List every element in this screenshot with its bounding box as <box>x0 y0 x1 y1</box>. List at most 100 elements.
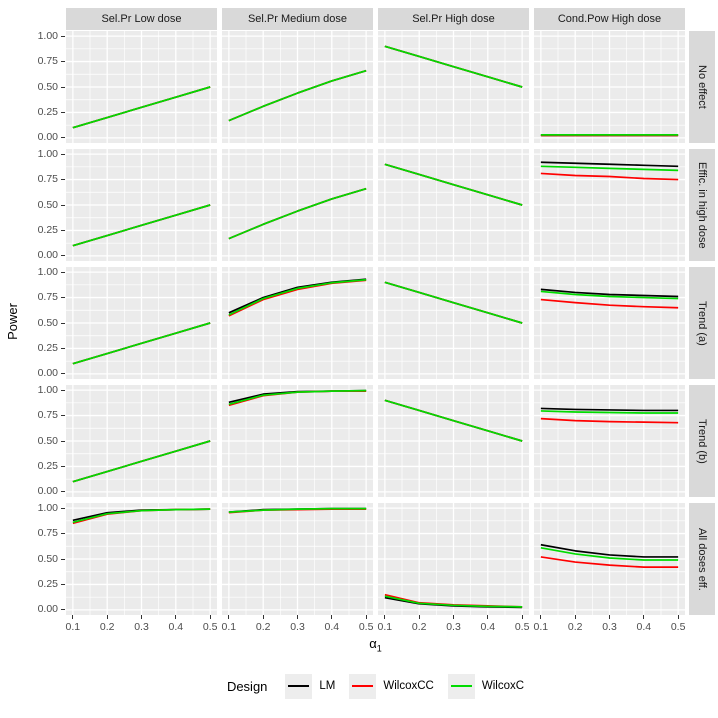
series-line-WilcoxC <box>72 440 211 483</box>
x-tick-mark <box>228 615 230 619</box>
y-tick-label: 0.75 <box>37 291 58 304</box>
x-tick-mark <box>540 615 542 619</box>
facet-panel-r2c2 <box>222 149 373 261</box>
x-tick-label: 0.4 <box>324 621 340 633</box>
series-line-WilcoxCC <box>540 417 679 424</box>
y-tick-mark <box>61 491 65 493</box>
x-tick-label: 0.3 <box>134 621 149 633</box>
x-tick-mark <box>384 615 386 619</box>
series-line-WilcoxC <box>72 508 211 524</box>
facet-panel-r5c4 <box>534 503 685 615</box>
x-tick-label: 0.1 <box>221 621 237 633</box>
y-tick-label: 0.25 <box>37 459 58 472</box>
y-tick-mark <box>61 609 65 611</box>
facet-panel-r4c2 <box>222 385 373 497</box>
legend-entry-WilcoxCC: WilcoxCC <box>349 673 434 699</box>
y-tick-label: 0.00 <box>37 485 58 498</box>
y-tick-mark <box>61 297 65 299</box>
x-tick-label: 0.5 <box>514 621 530 633</box>
legend: Design LM WilcoxCC WilcoxC <box>66 666 685 706</box>
y-tick-label: 1.00 <box>37 265 58 278</box>
series-line-LM <box>540 407 679 412</box>
facet-panel-r4c4 <box>534 385 685 497</box>
legend-key-swatch <box>349 673 377 699</box>
y-tick-label: 1.00 <box>37 501 58 514</box>
x-tick-mark <box>677 615 679 619</box>
facet-row-strip-label: No effect <box>696 65 708 109</box>
x-tick-mark <box>521 615 523 619</box>
series-line-WilcoxC <box>228 278 367 316</box>
facet-panel-r5c3 <box>378 503 529 615</box>
x-tick-label: 0.1 <box>533 621 549 633</box>
facet-column-strip: Sel.Pr High dose <box>378 8 529 30</box>
facet-panel-r5c2 <box>222 503 373 615</box>
y-tick-mark <box>61 255 65 257</box>
x-tick-mark <box>72 615 74 619</box>
y-tick-label: 1.00 <box>37 147 58 160</box>
facet-row-strip: No effect <box>689 31 715 143</box>
series-line-WilcoxC <box>384 399 523 442</box>
x-tick-label: 0.1 <box>65 621 81 633</box>
facet-column-strip: Sel.Pr Medium dose <box>222 8 373 30</box>
x-tick-mark <box>209 615 211 619</box>
legend-entry-label: WilcoxCC <box>383 680 434 692</box>
y-tick-mark <box>61 389 65 391</box>
facet-row-strip: Effic. in high dose <box>689 149 715 261</box>
x-tick-mark <box>643 615 645 619</box>
y-tick-label: 0.75 <box>37 55 58 68</box>
y-tick-label: 0.00 <box>37 249 58 262</box>
y-tick-label: 1.00 <box>37 383 58 396</box>
series-line-WilcoxC <box>384 281 523 324</box>
legend-entry-label: WilcoxC <box>481 680 525 692</box>
series-line-WilcoxC <box>384 45 523 88</box>
legend-key-swatch <box>447 673 475 699</box>
y-tick-mark <box>61 86 65 88</box>
x-tick-label: 0.4 <box>168 621 184 633</box>
y-tick-mark <box>61 111 65 113</box>
x-tick-label: 0.4 <box>480 621 496 633</box>
series-line-WilcoxC <box>228 187 367 240</box>
x-tick-label: 0.5 <box>670 621 686 633</box>
series-line-WilcoxC <box>228 389 367 406</box>
x-tick-label: 0.3 <box>602 621 617 633</box>
y-tick-label: 0.25 <box>37 105 58 118</box>
facet-panel-r5c1 <box>66 503 217 615</box>
x-tick-label: 0.2 <box>567 621 583 633</box>
y-tick-mark <box>61 347 65 349</box>
y-tick-mark <box>61 558 65 560</box>
y-tick-label: 0.75 <box>37 527 58 540</box>
y-tick-mark <box>61 271 65 273</box>
y-tick-label: 0.00 <box>37 131 58 144</box>
series-line-LM <box>540 288 679 298</box>
facet-panel-r4c1 <box>66 385 217 497</box>
x-tick-label: 0.2 <box>411 621 427 633</box>
facet-row-strip-label: All doses eff. <box>696 527 708 591</box>
y-tick-mark <box>61 179 65 181</box>
facet-column-strip: Cond.Pow High dose <box>534 8 685 30</box>
y-tick-mark <box>61 373 65 375</box>
series-line-WilcoxC <box>540 290 679 300</box>
x-axis-title-subscript: 1 <box>376 643 382 654</box>
series-line-WilcoxC <box>384 595 523 608</box>
facet-panel-r2c1 <box>66 149 217 261</box>
y-tick-mark <box>61 35 65 37</box>
y-tick-label: 0.50 <box>37 80 58 93</box>
y-tick-label: 0.50 <box>37 434 58 447</box>
facet-panel-r1c3 <box>378 31 529 143</box>
facet-row-strip-label: Trend (b) <box>696 418 708 464</box>
x-tick-mark <box>365 615 367 619</box>
y-tick-label: 1.00 <box>37 29 58 42</box>
legend-entry-label: LM <box>319 680 336 692</box>
x-tick-label: 0.3 <box>446 621 461 633</box>
x-tick-label: 0.5 <box>358 621 374 633</box>
legend-key-swatch <box>285 673 313 699</box>
y-tick-mark <box>61 415 65 417</box>
x-tick-mark <box>418 615 420 619</box>
x-tick-label: 0.1 <box>377 621 393 633</box>
facet-row-strip: Trend (a) <box>689 267 715 379</box>
facet-panel-r3c1 <box>66 267 217 379</box>
series-line-WilcoxC <box>72 86 211 129</box>
x-tick-mark <box>106 615 108 619</box>
y-tick-mark <box>61 137 65 139</box>
